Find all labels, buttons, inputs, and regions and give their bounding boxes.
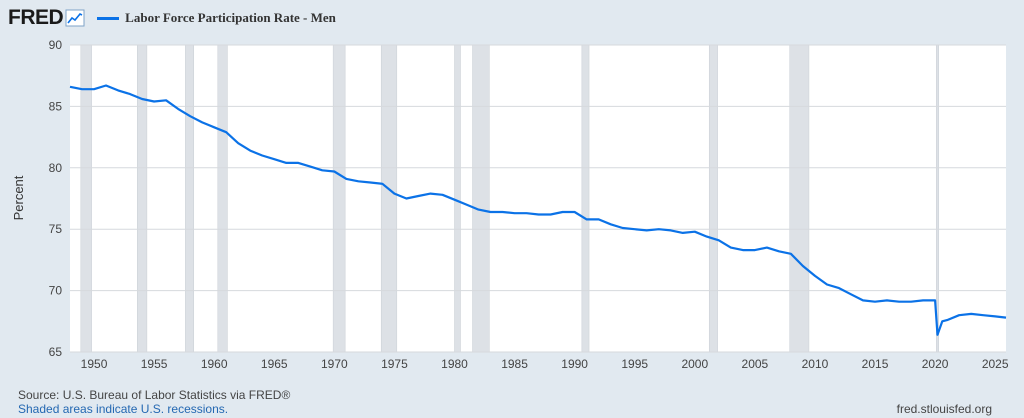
- x-tick-label: 1980: [441, 357, 468, 371]
- x-tick-label: 1965: [261, 357, 288, 371]
- x-tick-label: 1955: [141, 357, 168, 371]
- fred-url[interactable]: fred.stlouisfed.org: [896, 402, 992, 416]
- recession-band: [472, 44, 490, 353]
- x-tick-label: 1990: [561, 357, 588, 371]
- footer-notes: Source: U.S. Bureau of Labor Statistics …: [18, 388, 290, 416]
- recession-band: [137, 44, 148, 353]
- series-line: [69, 84, 1007, 336]
- y-axis-label: Percent: [11, 175, 26, 220]
- recession-band: [380, 44, 398, 353]
- recession-band: [332, 44, 346, 353]
- x-tick-label: 1995: [621, 357, 648, 371]
- gridlines: [70, 44, 1006, 353]
- y-tick-label: 75: [49, 222, 63, 236]
- x-tick-label: 1975: [381, 357, 408, 371]
- recession-band: [708, 44, 718, 353]
- y-tick-label: 90: [49, 38, 63, 52]
- x-tick-label: 2000: [681, 357, 708, 371]
- x-tick-label: 2020: [922, 357, 949, 371]
- recession-band: [936, 44, 939, 353]
- series-layer: [69, 84, 1007, 336]
- x-tick-label: 1985: [501, 357, 528, 371]
- y-tick-label: 80: [49, 161, 63, 175]
- legend-swatch: [97, 16, 120, 20]
- recession-band: [454, 44, 461, 353]
- recession-band: [80, 44, 92, 353]
- recession-band: [217, 44, 228, 353]
- x-tick-label: 1960: [201, 357, 228, 371]
- y-axis: 65 70 75 80 85 90: [49, 38, 63, 359]
- recession-band: [185, 44, 195, 353]
- chart-header: FRED Labor Force Participation Rate - Me…: [8, 6, 336, 30]
- line-chart-icon: [65, 9, 85, 27]
- x-tick-label: 2010: [802, 357, 829, 371]
- x-tick-label: 2025: [982, 357, 1009, 371]
- recession-note: Shaded areas indicate U.S. recessions.: [18, 402, 229, 416]
- y-tick-label: 70: [49, 284, 63, 298]
- x-tick-label: 2005: [742, 357, 769, 371]
- x-tick-label: 1950: [81, 357, 108, 371]
- fred-logo[interactable]: FRED: [8, 6, 64, 29]
- x-axis: 1950 1955 1960 1965 1970 1975 1980 1985 1990 1995…: [81, 357, 1009, 371]
- x-tick-label: 1970: [321, 357, 348, 371]
- recession-band: [789, 44, 810, 353]
- y-tick-label: 65: [49, 345, 63, 359]
- recession-band: [581, 44, 590, 353]
- legend-label: Labor Force Participation Rate - Men: [125, 10, 336, 25]
- plot-area: [70, 45, 1006, 352]
- x-tick-label: 2015: [862, 357, 889, 371]
- y-tick-label: 85: [49, 99, 63, 113]
- source-text: Source: U.S. Bureau of Labor Statistics …: [18, 388, 291, 402]
- line-chart: 65 70 75 80 85 90 1950 1955 1960 1965 1970 1975 198…: [11, 38, 1009, 371]
